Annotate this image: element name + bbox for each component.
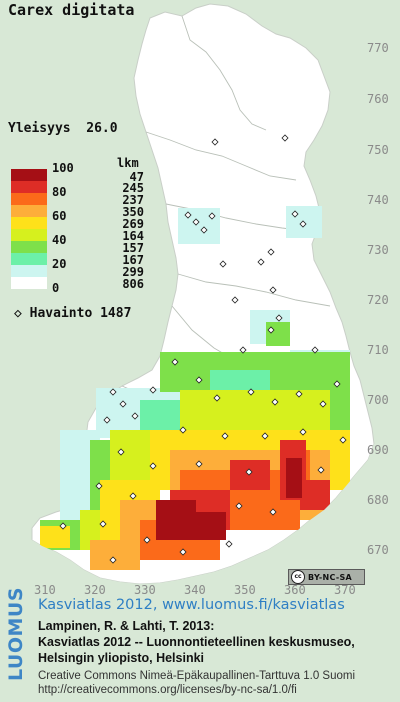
y-tick-label: 680 bbox=[367, 493, 389, 507]
y-tick-label: 690 bbox=[367, 443, 389, 457]
x-tick-label: 340 bbox=[184, 583, 206, 597]
legend-label: 60 bbox=[52, 209, 67, 223]
legend-swatches bbox=[11, 169, 47, 289]
legend-count: 245 bbox=[122, 181, 144, 195]
cc-license-badge[interactable]: cc BY-NC-SA bbox=[288, 569, 365, 585]
luomus-logo: LUOMUS bbox=[5, 586, 27, 681]
legend-count: 167 bbox=[122, 253, 144, 267]
y-tick-label: 720 bbox=[367, 293, 389, 307]
legend-label: 40 bbox=[52, 233, 67, 247]
y-tick-label: 760 bbox=[367, 92, 389, 106]
citation-line: Lampinen, R. & Lahti, T. 2013: bbox=[38, 619, 215, 633]
legend-label: 100 bbox=[52, 161, 74, 175]
legend-count: 164 bbox=[122, 229, 144, 243]
license-text: Creative Commons Nimeä-Epäkaupallinen-Ta… bbox=[38, 670, 356, 682]
cc-icon: cc bbox=[291, 570, 305, 584]
species-title: Carex digitata bbox=[8, 1, 135, 19]
x-tick-label: 310 bbox=[34, 583, 56, 597]
legend-label: 20 bbox=[52, 257, 67, 271]
y-tick-label: 750 bbox=[367, 143, 389, 157]
y-tick-label: 770 bbox=[367, 41, 389, 55]
citation-line: Kasviatlas 2012 -- Luonnontieteellinen k… bbox=[38, 635, 355, 649]
legend-count-header: lkm bbox=[117, 156, 139, 170]
coast-mask bbox=[0, 440, 400, 600]
y-tick-label: 670 bbox=[367, 543, 389, 557]
y-tick-label: 710 bbox=[367, 343, 389, 357]
y-tick-label: 700 bbox=[367, 393, 389, 407]
legend-count: 269 bbox=[122, 217, 144, 231]
x-tick-label: 370 bbox=[334, 583, 356, 597]
cc-badge-text: BY-NC-SA bbox=[308, 572, 353, 582]
legend-label: 80 bbox=[52, 185, 67, 199]
finland-map bbox=[0, 3, 400, 600]
citation-line: Helsingin yliopisto, Helsinki bbox=[38, 651, 205, 665]
frequency-readout: Yleisyys 26.0 bbox=[8, 121, 118, 136]
observation-label: Havainto bbox=[29, 306, 93, 321]
atlas-link[interactable]: Kasviatlas 2012, www.luomus.fi/kasviatla… bbox=[38, 597, 345, 613]
legend-count: 157 bbox=[122, 241, 144, 255]
x-tick-label: 330 bbox=[134, 583, 156, 597]
y-tick-label: 740 bbox=[367, 193, 389, 207]
legend-count: 237 bbox=[122, 193, 144, 207]
legend-count: 47 bbox=[129, 170, 144, 184]
occurrence-grid bbox=[40, 206, 350, 570]
diamond-icon: ◇ bbox=[14, 306, 22, 321]
observation-markers bbox=[59, 134, 347, 564]
x-tick-label: 320 bbox=[84, 583, 106, 597]
x-tick-label: 360 bbox=[284, 583, 306, 597]
legend-label: 0 bbox=[52, 281, 60, 295]
license-url[interactable]: http://creativecommons.org/licenses/by-n… bbox=[38, 684, 297, 696]
y-tick-label: 730 bbox=[367, 243, 389, 257]
frequency-value: 26.0 bbox=[86, 121, 118, 136]
legend-count: 299 bbox=[122, 265, 144, 279]
x-tick-label: 350 bbox=[234, 583, 256, 597]
observation-count: 1487 bbox=[100, 306, 132, 321]
legend-count: 806 bbox=[122, 277, 144, 291]
observation-legend: ◇ Havainto 1487 bbox=[14, 306, 131, 321]
frequency-label: Yleisyys bbox=[8, 121, 71, 136]
legend-count: 350 bbox=[122, 205, 144, 219]
